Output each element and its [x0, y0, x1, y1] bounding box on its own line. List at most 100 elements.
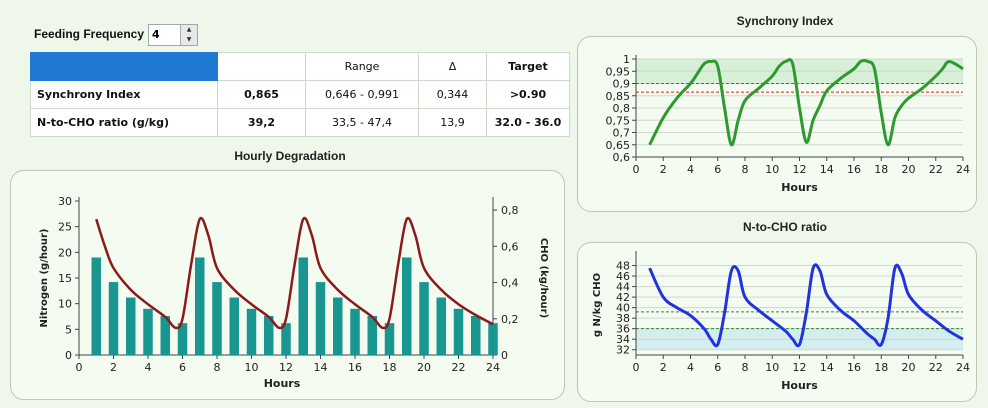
y2-tick-label: 0,6: [501, 240, 519, 253]
x-tick-label: 18: [383, 361, 397, 374]
y-axis-title: Nitrogen (g/hour): [39, 229, 50, 328]
x-tick-label: 12: [793, 163, 807, 176]
nitrogen-bar: [453, 308, 464, 355]
x-tick-label: 22: [452, 361, 466, 374]
n-to-cho-panel: 32 34 36 38 40 42 44 46 48 0 2 4 6 8 10 12 14 16 18 20 22 24 H…: [577, 242, 977, 402]
x-tick-label: 0: [633, 361, 640, 374]
feeding-frequency-label: Feeding Frequency: [34, 27, 145, 41]
y-tick-label: 36: [616, 323, 630, 336]
y2-axis-title: CHO (kg/hour): [538, 238, 549, 318]
x-tick-label: 4: [687, 361, 694, 374]
summary-table: Range Δ Target Synchrony Index 0,865 0,6…: [30, 52, 570, 137]
x-tick-label: 12: [279, 361, 293, 374]
row-name: N-to-CHO ratio (g/kg): [30, 108, 218, 137]
n-to-cho-line: [648, 263, 964, 348]
nitrogen-bar: [91, 257, 101, 355]
x-tick-label: 20: [417, 361, 431, 374]
nitrogen-bar: [384, 323, 395, 355]
y-tick-label: 0,75: [606, 114, 631, 127]
row-target: >0.90: [486, 80, 570, 109]
x-tick-label: 14: [314, 361, 328, 374]
y-tick-label: 42: [616, 291, 630, 304]
x-tick-label: 10: [765, 163, 779, 176]
table-header-accent: [30, 52, 218, 81]
y-tick-label: 25: [58, 221, 72, 234]
x-tick-label: 24: [956, 163, 970, 176]
x-tick-label: 24: [956, 361, 970, 374]
y-tick-label: 1: [623, 53, 630, 66]
nitrogen-bar: [195, 257, 205, 355]
nitrogen-bar: [246, 308, 257, 355]
stepper-up-icon[interactable]: ▲: [186, 26, 192, 33]
y-axis-title: g N/kg CHO: [592, 273, 603, 337]
y-tick-label: 0,9: [613, 78, 631, 91]
table-row: Synchrony Index 0,865 0,646 - 0,991 0,34…: [30, 80, 570, 109]
x-tick-label: 2: [110, 361, 117, 374]
x-tick-label: 8: [214, 361, 221, 374]
x-tick-label: 16: [348, 361, 362, 374]
row-range: 0,646 - 0,991: [305, 80, 419, 109]
x-tick-label: 6: [714, 361, 721, 374]
table-row: N-to-CHO ratio (g/kg) 39,2 33,5 - 47,4 1…: [30, 108, 570, 137]
x-tick-label: 2: [660, 361, 667, 374]
x-tick-label: 24: [486, 361, 500, 374]
nitrogen-bar: [471, 315, 481, 355]
nitrogen-bar: [281, 323, 291, 355]
x-tick-label: 16: [847, 163, 861, 176]
table-header-value: [217, 52, 306, 81]
feeding-frequency-stepper[interactable]: ▲ ▼: [148, 24, 198, 46]
synchrony-index-panel: 0,6 0,65 0,7 0,75 0,8 0,85 0,9 0,95 1 0 2 4 6 8 10 12 14…: [577, 36, 977, 212]
y-tick-label: 38: [616, 312, 630, 325]
nitrogen-bar: [419, 282, 429, 355]
nitrogen-bar: [177, 323, 188, 355]
y-tick-label: 44: [616, 281, 630, 294]
row-name: Synchrony Index: [30, 80, 218, 109]
row-delta: 0,344: [418, 80, 487, 109]
y-tick-label: 32: [616, 344, 630, 357]
x-axis-title: Hours: [781, 181, 818, 194]
nitrogen-bar: [108, 282, 119, 355]
nitrogen-bar: [212, 282, 222, 355]
y2-tick-label: 0,4: [501, 277, 519, 290]
nitrogen-bar: [402, 257, 412, 355]
stepper-buttons[interactable]: ▲ ▼: [180, 25, 197, 45]
feeding-frequency-input[interactable]: [149, 25, 180, 43]
x-tick-label: 10: [245, 361, 259, 374]
nitrogen-bar: [333, 297, 343, 355]
nitrogen-bar: [264, 315, 274, 355]
x-axis-title: Hours: [781, 379, 818, 392]
hourly-degradation-panel: 0 5 10 15 20 25 30 0 0,2 0,4 0,6 0,8 0 2 4 6 8 10 12 14 16 18…: [10, 170, 565, 400]
nitrogen-bar: [436, 297, 446, 355]
x-tick-label: 16: [847, 361, 861, 374]
table-header-target: Target: [486, 52, 570, 81]
row-target: 32.0 - 36.0: [486, 108, 570, 137]
y-tick-label: 15: [58, 272, 72, 285]
cho-line: [95, 216, 494, 330]
x-tick-label: 6: [179, 361, 186, 374]
nitrogen-bar: [367, 315, 377, 355]
y-tick-label: 20: [58, 246, 72, 259]
y-tick-label: 0,6: [613, 151, 631, 164]
row-range: 33,5 - 47,4: [305, 108, 419, 137]
table-header-row: Range Δ Target: [30, 52, 570, 81]
y-tick-label: 10: [58, 298, 72, 311]
x-axis-title: Hours: [264, 377, 301, 390]
x-tick-label: 12: [793, 361, 807, 374]
y-tick-label: 34: [616, 333, 630, 346]
table-header-range: Range: [305, 52, 419, 81]
x-tick-label: 18: [874, 163, 888, 176]
nitrogen-bar: [298, 257, 308, 355]
x-tick-label: 6: [714, 163, 721, 176]
x-tick-label: 8: [742, 361, 749, 374]
x-tick-label: 2: [660, 163, 667, 176]
nitrogen-bar: [350, 308, 360, 355]
stepper-down-icon[interactable]: ▼: [186, 36, 192, 43]
y2-tick-label: 0: [501, 349, 508, 362]
y-tick-label: 48: [616, 260, 630, 273]
row-value: 0,865: [217, 80, 306, 109]
y-tick-label: 30: [58, 195, 72, 208]
y-tick-label: 0,85: [606, 90, 631, 103]
